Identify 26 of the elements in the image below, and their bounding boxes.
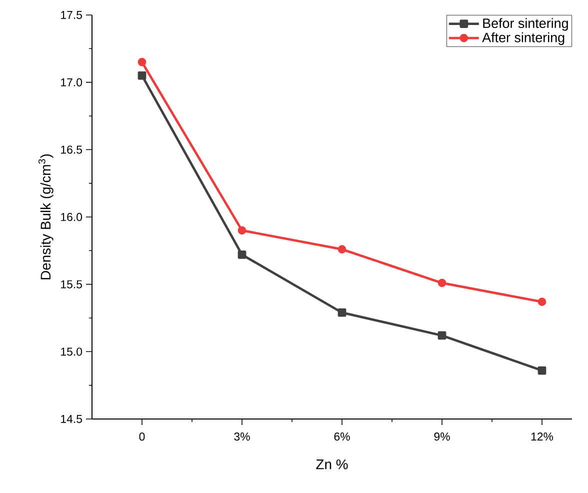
point <box>138 71 146 80</box>
y-tick-label: 15.5 <box>61 280 82 288</box>
x-tick-label: 9% <box>434 432 450 441</box>
y-tick-label: 17.5 <box>61 10 82 19</box>
y-tick-label: 16.0 <box>61 212 82 222</box>
point <box>238 226 246 235</box>
y-tick-label: 15.0 <box>61 348 82 356</box>
x-tick-label: 0 <box>139 432 145 441</box>
point <box>138 58 146 66</box>
point <box>538 298 546 306</box>
point <box>338 245 346 254</box>
point <box>438 331 446 340</box>
point <box>338 308 346 317</box>
y-tick-label: 14.5 <box>61 414 82 423</box>
y-axis-title: Density Bulk (g/cm$^{3}$) <box>38 154 54 280</box>
x-tick-label: 12% <box>531 432 554 441</box>
x-axis-title: Zn % <box>316 459 348 470</box>
legend-label: Befor sintering <box>483 18 568 31</box>
point <box>538 366 546 375</box>
x-tick-label: 3% <box>234 432 250 441</box>
y-tick-label: 16.5 <box>61 146 82 154</box>
legend-label: After sintering <box>482 32 564 45</box>
point <box>238 250 246 259</box>
point <box>438 278 446 288</box>
y-tick-label: 17.0 <box>61 78 82 86</box>
x-tick-label: 6% <box>334 432 350 441</box>
